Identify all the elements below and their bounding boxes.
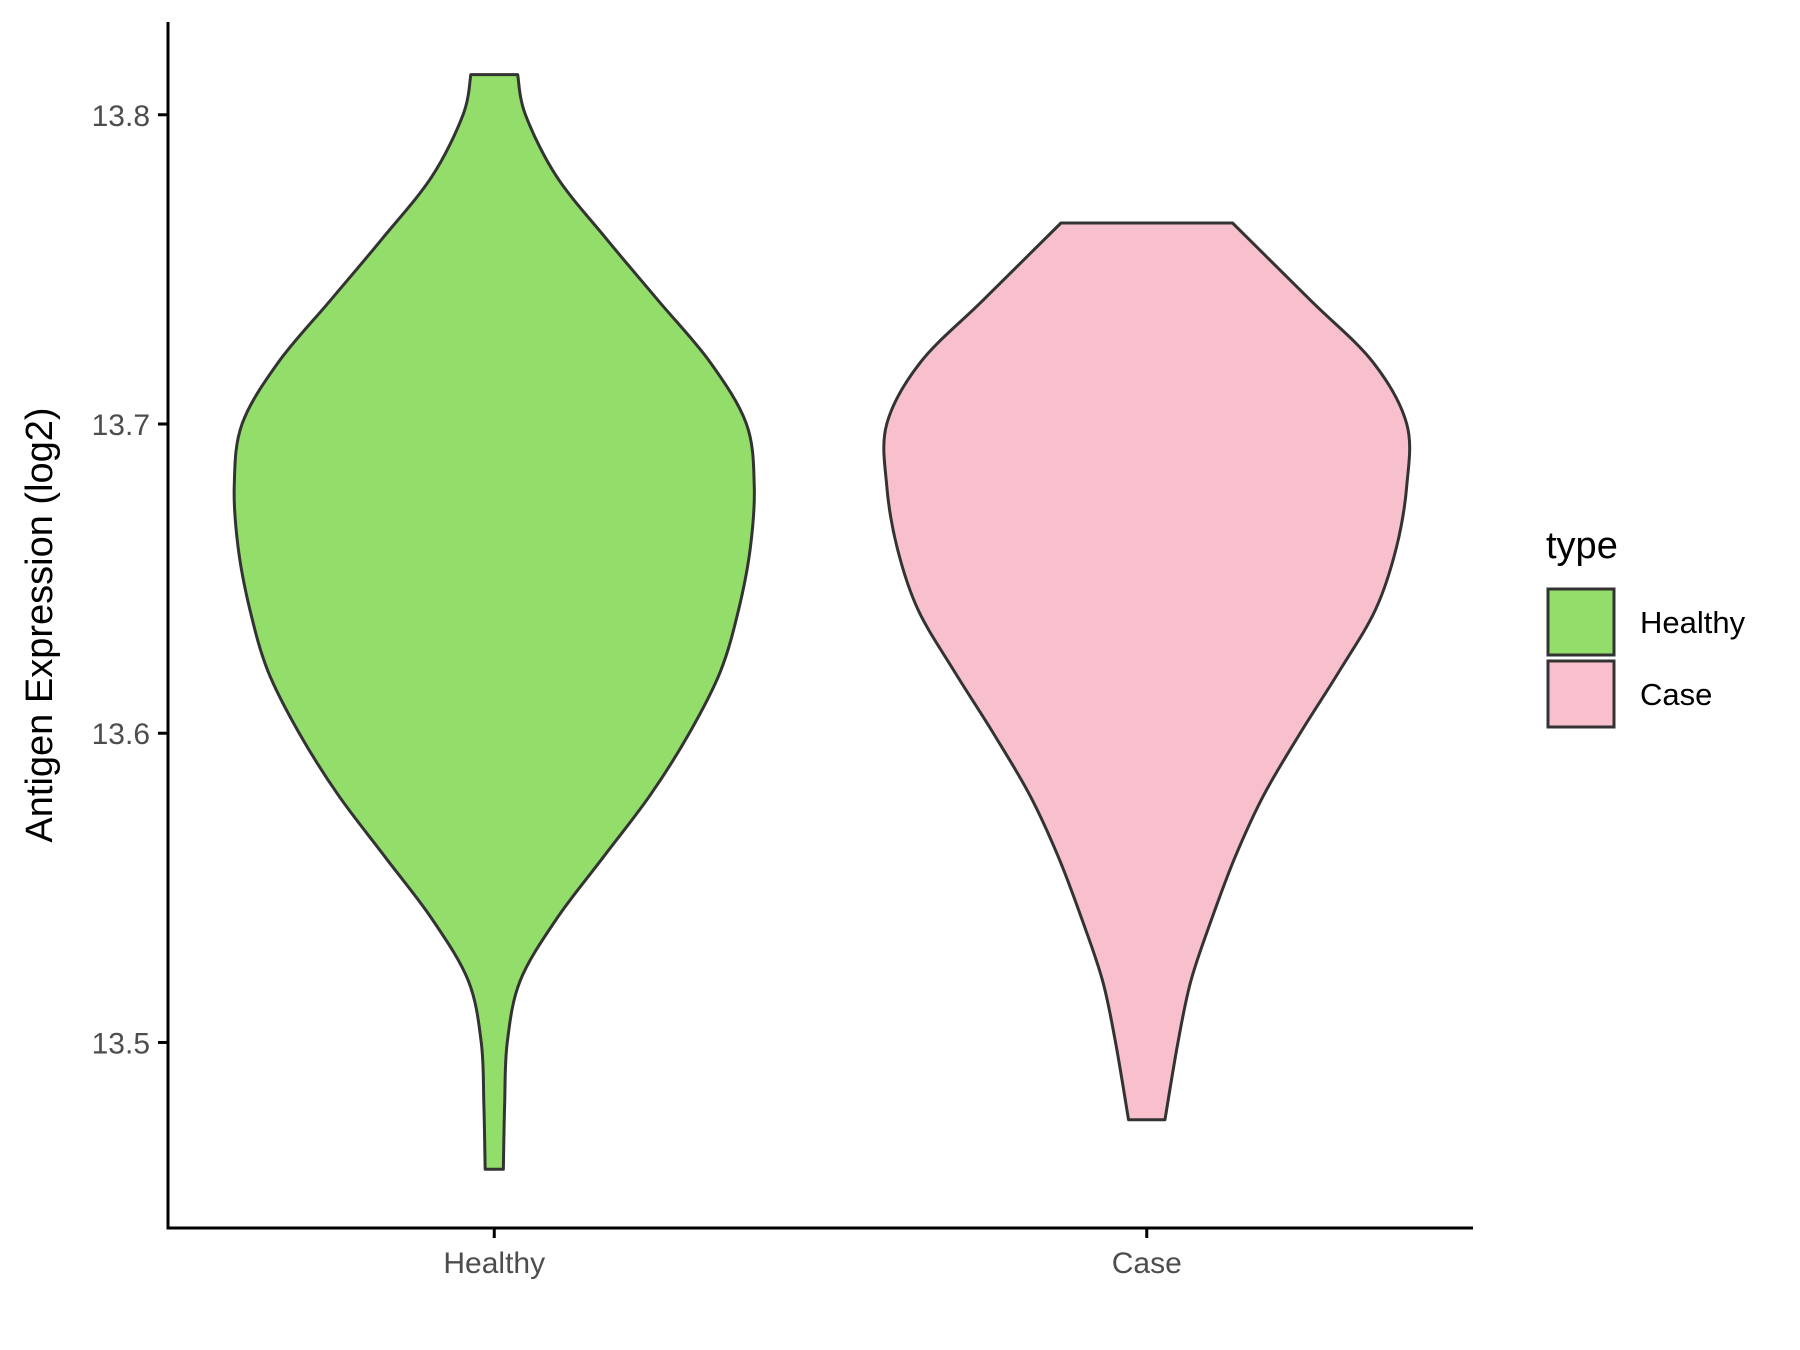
y-tick-label: 13.5 <box>92 1027 150 1060</box>
y-axis-title: Antigen Expression (log2) <box>19 407 61 842</box>
x-ticks: Healthy Case <box>443 1228 1182 1280</box>
legend-entries: Healthy Case <box>1546 587 1746 729</box>
violin-healthy <box>232 73 756 1171</box>
legend-label-healthy: Healthy <box>1640 605 1746 640</box>
violin-case <box>882 221 1412 1122</box>
legend-swatch-case <box>1546 659 1616 729</box>
y-tick-label: 13.8 <box>92 100 150 133</box>
axes: 13.5 13.6 13.7 13.8 Healthy Case <box>92 22 1473 1280</box>
x-tick-label: Healthy <box>443 1247 545 1280</box>
y-tick-label: 13.6 <box>92 718 150 751</box>
legend-title: type <box>1546 525 1618 567</box>
legend-label-case: Case <box>1640 677 1712 712</box>
y-tick-label: 13.7 <box>92 409 150 442</box>
legend: type Healthy Case <box>1546 525 1746 729</box>
legend-swatch-healthy <box>1546 587 1616 657</box>
x-tick-label: Case <box>1112 1247 1182 1280</box>
violin-layer <box>232 73 1412 1171</box>
y-ticks: 13.5 13.6 13.7 13.8 <box>92 100 168 1060</box>
